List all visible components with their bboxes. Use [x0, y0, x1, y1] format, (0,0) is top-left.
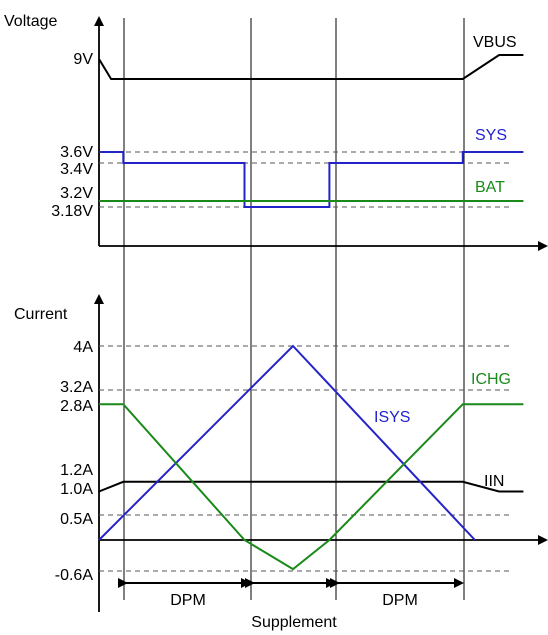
series-line-isys: [98, 344, 476, 541]
series-label-iin: IIN: [484, 473, 504, 490]
series-label-bat: BAT: [475, 179, 505, 196]
series-label-isys: ISYS: [374, 409, 410, 426]
tick-label-3.4v: 3.4V: [60, 161, 93, 178]
tick-label-2.8a: 2.8A: [60, 398, 93, 415]
current-series: [98, 344, 524, 571]
voltage-series: [98, 54, 524, 208]
time-markers: [123, 18, 465, 600]
tick-label-9v: 9V: [73, 51, 93, 68]
annotation-dpm-left: DPM: [170, 592, 206, 609]
tick-label-1.2a: 1.2A: [60, 462, 93, 479]
reference-lines: [99, 151, 512, 572]
series-line-vbus: [98, 54, 524, 80]
tick-label-0.5a: 0.5A: [60, 511, 93, 528]
current-axis-label: Current: [14, 306, 68, 323]
tick-label-3.2a: 3.2A: [60, 379, 93, 396]
voltage-tick-labels: 9V 3.6V 3.4V 3.2V 3.18V: [51, 51, 93, 220]
series-label-vbus: VBUS: [473, 34, 517, 51]
series-line-sys: [99, 151, 524, 208]
tick-label-3.2v: 3.2V: [60, 185, 93, 202]
voltage-axis-label: Voltage: [4, 13, 57, 30]
axes: [94, 16, 548, 612]
annotation-supplement: Supplement: [251, 614, 337, 631]
tick-label-3.6v: 3.6V: [60, 144, 93, 161]
series-line-iin: [98, 480, 524, 493]
tick-label-3.18v: 3.18V: [51, 203, 93, 220]
tick-label-1.0a: 1.0A: [60, 481, 93, 498]
series-line-ichg: [99, 403, 524, 571]
annotation-dpm-right: DPM: [382, 592, 418, 609]
series-label-sys: SYS: [475, 127, 507, 144]
tick-label--0.6a: -0.6A: [55, 567, 94, 584]
current-tick-labels: 4A 3.2A 2.8A 1.2A 1.0A 0.5A -0.6A: [55, 339, 94, 584]
tick-label-4a: 4A: [73, 339, 93, 356]
series-label-ichg: ICHG: [471, 371, 511, 388]
